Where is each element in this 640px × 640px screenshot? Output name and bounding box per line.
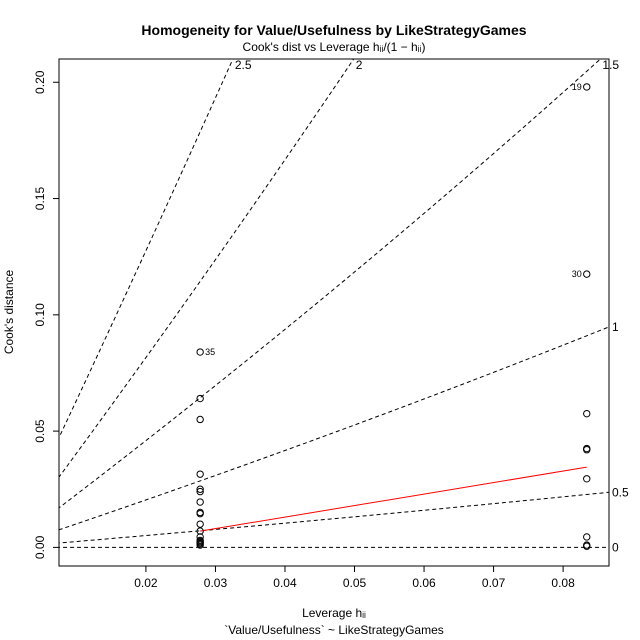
x-tick-label: 0.04	[273, 576, 297, 590]
chart-title: Homogeneity for Value/Usefulness by Like…	[141, 22, 526, 38]
x-tick-label: 0.05	[343, 576, 367, 590]
x-axis-label: Leverage hᵢᵢ	[302, 606, 366, 620]
x-tick-label: 0.08	[551, 576, 575, 590]
point-label: 35	[205, 347, 215, 357]
data-point	[196, 470, 204, 478]
data-point	[196, 520, 204, 528]
y-axis-label: Cook's distance	[2, 270, 16, 355]
y-tick-label: 0.05	[33, 419, 47, 443]
data-point	[583, 541, 591, 549]
point-label: 19	[572, 82, 582, 92]
data-point	[583, 533, 591, 541]
x-axis: 0.02 0.03 0.04 0.05 0.06 0.07 0.08	[134, 566, 575, 590]
data-point	[196, 498, 204, 506]
data-point	[196, 485, 204, 493]
data-point	[196, 415, 204, 424]
data-point	[196, 527, 204, 535]
data-point	[196, 348, 204, 356]
data-point	[583, 409, 591, 418]
data-point	[196, 394, 204, 403]
contour-label: 2.5	[235, 58, 252, 72]
y-tick-label: 0.10	[33, 303, 47, 327]
data-point	[196, 487, 204, 496]
contour-line-1.5	[59, 59, 602, 509]
plot-inner	[59, 59, 609, 550]
data-point	[583, 444, 591, 453]
y-axis: 0.00 0.05 0.10 0.15 0.20	[33, 70, 59, 559]
data-point	[196, 508, 204, 517]
contour-label: 0	[612, 540, 619, 554]
plot-area: 35 30 19 0 0.5 1 1.5 2 2.5	[58, 58, 629, 567]
contour-line-2	[59, 59, 355, 478]
x-tick-label: 0.02	[134, 576, 158, 590]
y-tick-label: 0.20	[33, 70, 47, 94]
contour-line-1	[59, 326, 609, 531]
model-formula: `Value/Usefulness` ~ LikeStrategyGames	[224, 623, 444, 637]
y-tick-label: 0.00	[33, 535, 47, 559]
x-tick-label: 0.06	[412, 576, 436, 590]
data-point	[583, 83, 591, 91]
y-tick-label: 0.15	[33, 187, 47, 211]
data-point	[583, 475, 591, 483]
point-label: 30	[572, 269, 582, 279]
x-tick-label: 0.07	[482, 576, 506, 590]
chart-subtitle: Cook's dist vs Leverage hᵢᵢ/(1 − hᵢᵢ)	[243, 40, 426, 54]
contour-label: 1	[612, 320, 619, 334]
contour-line-0.5	[59, 491, 609, 544]
data-point	[196, 536, 204, 545]
plot-frame	[58, 58, 610, 567]
data-point	[196, 533, 204, 541]
contour-label: 2	[356, 58, 363, 72]
x-tick-label: 0.03	[204, 576, 228, 590]
data-point	[583, 270, 591, 278]
contour-line-2.5	[59, 59, 234, 439]
contour-label: 1.5	[602, 58, 619, 72]
contour-label: 0.5	[612, 485, 629, 499]
smooth-line	[200, 466, 587, 532]
